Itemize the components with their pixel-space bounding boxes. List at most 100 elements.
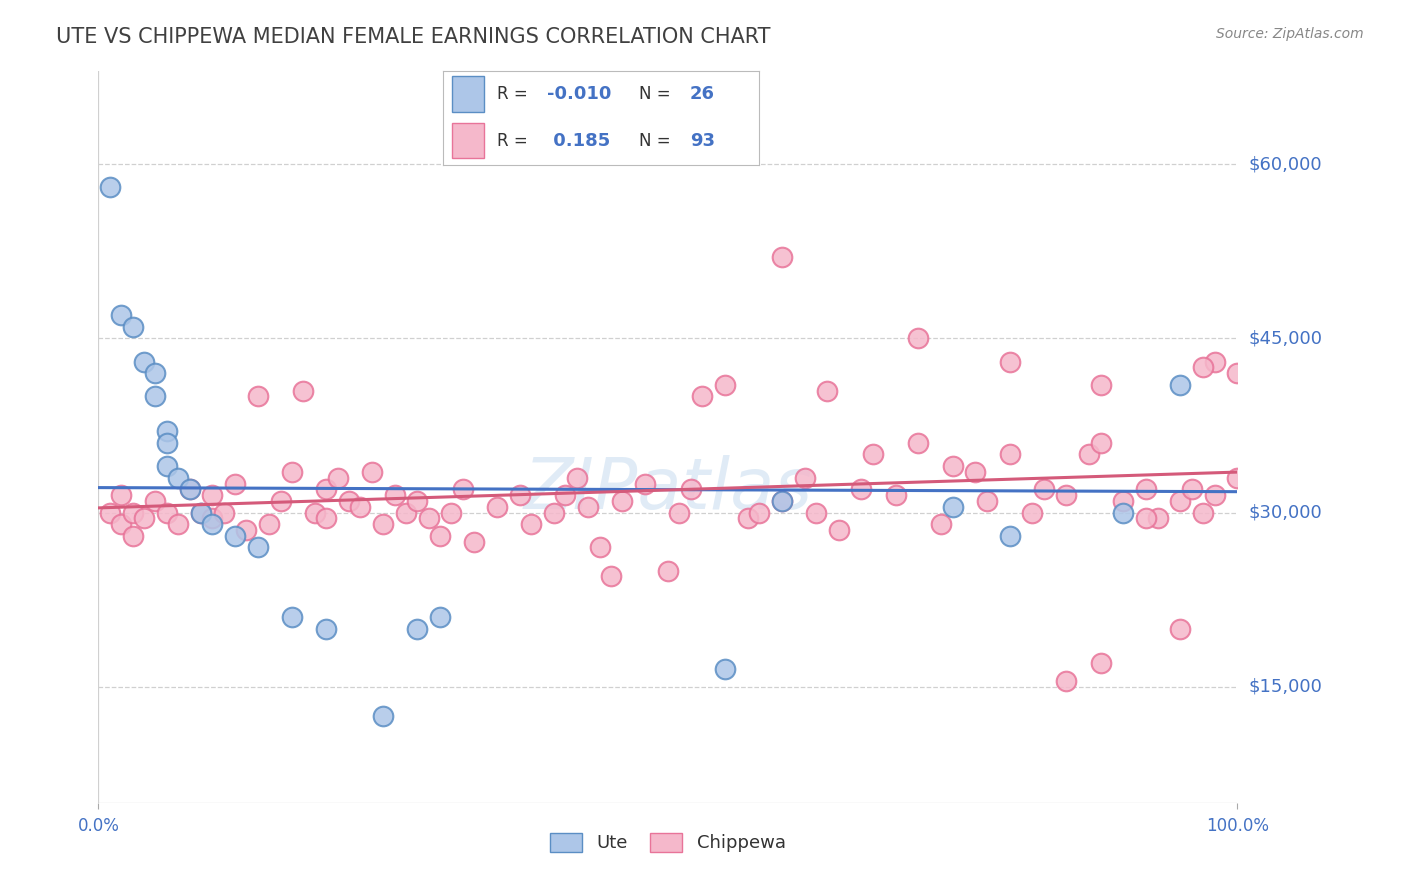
Point <box>851 483 873 497</box>
Point <box>714 377 737 392</box>
Point <box>565 471 588 485</box>
Text: -0.010: -0.010 <box>547 85 612 103</box>
Point <box>1170 377 1192 392</box>
Point <box>246 541 269 555</box>
Point <box>145 366 167 380</box>
Text: $30,000: $30,000 <box>1249 504 1322 522</box>
Text: $45,000: $45,000 <box>1249 329 1323 347</box>
Point <box>1192 360 1215 375</box>
Text: $60,000: $60,000 <box>1249 155 1322 173</box>
Point <box>942 500 965 514</box>
Point <box>1181 483 1204 497</box>
Point <box>145 494 167 508</box>
Point <box>429 529 451 543</box>
Point <box>463 534 485 549</box>
Point <box>1021 506 1043 520</box>
Point <box>110 488 132 502</box>
Text: UTE VS CHIPPEWA MEDIAN FEMALE EARNINGS CORRELATION CHART: UTE VS CHIPPEWA MEDIAN FEMALE EARNINGS C… <box>56 27 770 46</box>
Point <box>520 517 543 532</box>
Point <box>998 354 1021 368</box>
Point <box>1135 511 1157 525</box>
Point <box>315 511 337 525</box>
Point <box>612 494 634 508</box>
Point <box>668 506 690 520</box>
Point <box>384 488 406 502</box>
Point <box>132 354 155 368</box>
Point <box>315 622 337 636</box>
Point <box>998 529 1021 543</box>
Text: N =: N = <box>640 85 671 103</box>
Point <box>406 622 429 636</box>
Point <box>395 506 418 520</box>
Point <box>349 500 371 514</box>
Point <box>156 506 179 520</box>
Text: N =: N = <box>640 132 671 150</box>
FancyBboxPatch shape <box>453 123 484 159</box>
Point <box>429 610 451 624</box>
Point <box>315 483 337 497</box>
Point <box>679 483 702 497</box>
Point <box>440 506 463 520</box>
Point <box>1170 494 1192 508</box>
Point <box>657 564 679 578</box>
Point <box>451 483 474 497</box>
Text: ZIPatlas: ZIPatlas <box>523 455 813 524</box>
Point <box>907 436 929 450</box>
Text: 93: 93 <box>690 132 714 150</box>
Point <box>337 494 360 508</box>
Point <box>1170 622 1192 636</box>
Point <box>110 517 132 532</box>
Point <box>554 488 576 502</box>
Point <box>326 471 349 485</box>
Text: Source: ZipAtlas.com: Source: ZipAtlas.com <box>1216 27 1364 41</box>
Point <box>588 541 610 555</box>
Point <box>634 476 657 491</box>
Point <box>1135 483 1157 497</box>
Point <box>862 448 884 462</box>
Point <box>98 506 121 520</box>
Point <box>98 180 121 194</box>
Point <box>998 448 1021 462</box>
Point <box>259 517 281 532</box>
Point <box>201 488 224 502</box>
Point <box>121 506 143 520</box>
Point <box>156 459 179 474</box>
Point <box>201 511 224 525</box>
Point <box>714 662 737 676</box>
Point <box>212 506 235 520</box>
Point <box>121 529 143 543</box>
Point <box>543 506 565 520</box>
Point <box>121 319 143 334</box>
Point <box>190 506 212 520</box>
Point <box>770 494 793 508</box>
Point <box>486 500 509 514</box>
Text: R =: R = <box>496 85 527 103</box>
Point <box>929 517 952 532</box>
Point <box>1112 494 1135 508</box>
Point <box>748 506 770 520</box>
Point <box>304 506 326 520</box>
Point <box>292 384 315 398</box>
Point <box>1056 673 1078 688</box>
Point <box>1090 377 1112 392</box>
Point <box>179 483 201 497</box>
Point <box>828 523 851 537</box>
Point <box>1192 506 1215 520</box>
Point <box>804 506 827 520</box>
Point <box>406 494 429 508</box>
Point <box>145 389 167 403</box>
Point <box>690 389 713 403</box>
Point <box>1112 506 1135 520</box>
Point <box>246 389 269 403</box>
Point <box>167 471 190 485</box>
Point <box>371 708 394 723</box>
Point <box>1226 366 1249 380</box>
Point <box>156 436 179 450</box>
Point <box>884 488 907 502</box>
Text: 0.185: 0.185 <box>547 132 610 150</box>
Text: R =: R = <box>496 132 527 150</box>
Point <box>509 488 531 502</box>
Point <box>942 459 965 474</box>
Point <box>976 494 998 508</box>
Point <box>1032 483 1054 497</box>
